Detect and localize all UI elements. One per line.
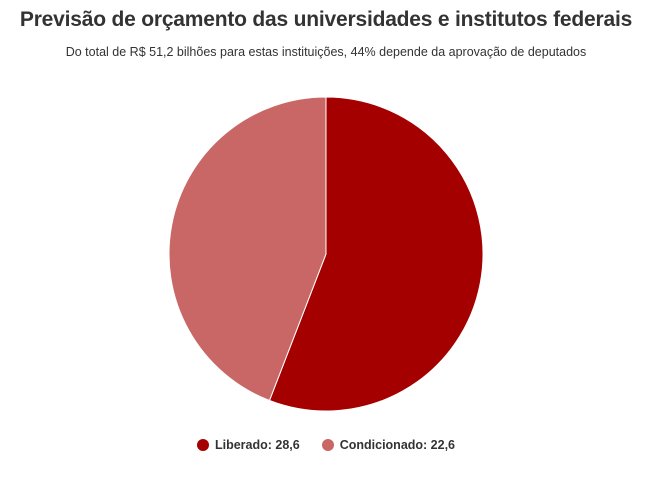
legend-label-liberado: Liberado: 28,6 <box>214 438 300 452</box>
chart-subtitle: Do total de R$ 51,2 bilhões para estas i… <box>65 45 587 59</box>
legend-label-condicionado: Condicionado: 22,6 <box>339 438 456 452</box>
chart-title: Previsão de orçamento das universidades … <box>19 8 633 31</box>
chart-legend: Liberado: 28,6 Condicionado: 22,6 <box>0 438 652 452</box>
pie-slice-liberado[interactable] <box>268 96 484 412</box>
pie-slices <box>168 96 484 412</box>
legend-swatch-liberado <box>196 439 209 451</box>
legend-item-liberado[interactable]: Liberado: 28,6 <box>196 438 300 452</box>
legend-item-condicionado[interactable]: Condicionado: 22,6 <box>321 438 456 452</box>
legend-swatch-condicionado <box>321 439 334 451</box>
pie-slice-condicionado[interactable] <box>168 96 327 402</box>
